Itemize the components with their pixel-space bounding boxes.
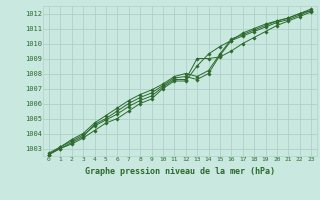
X-axis label: Graphe pression niveau de la mer (hPa): Graphe pression niveau de la mer (hPa) — [85, 167, 275, 176]
